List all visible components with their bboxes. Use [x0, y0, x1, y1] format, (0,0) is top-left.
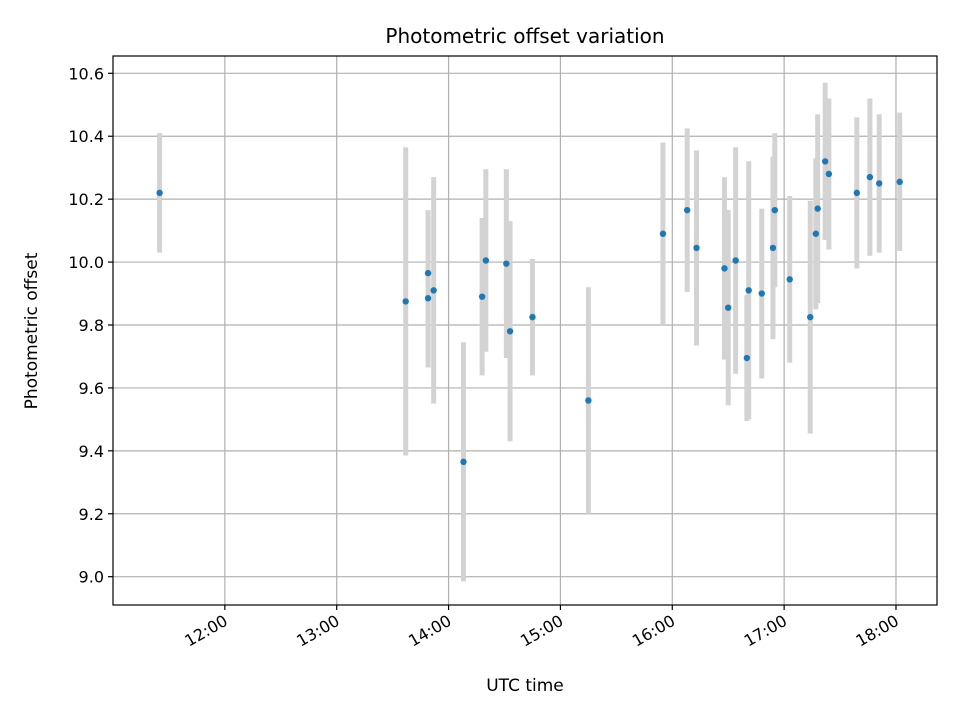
data-point	[659, 230, 667, 237]
data-point	[478, 293, 486, 300]
y-axis-label: Photometric offset	[22, 252, 42, 409]
y-tick-label: 9.8	[79, 316, 104, 335]
data-point	[460, 458, 467, 466]
data-point	[430, 287, 437, 294]
y-tick-label: 10.6	[68, 64, 104, 83]
y-tick-label: 10.2	[68, 190, 104, 209]
y-tick-label: 9.4	[79, 442, 104, 461]
data-point	[758, 290, 765, 297]
data-point	[585, 397, 592, 404]
y-tick-label: 9.6	[79, 379, 104, 398]
data-point	[402, 298, 409, 305]
data-point	[424, 269, 432, 277]
data-points	[156, 158, 903, 466]
y-tick-label: 10.4	[68, 127, 104, 146]
data-point	[156, 189, 163, 197]
data-point	[866, 173, 874, 181]
data-point	[732, 257, 739, 264]
data-point	[745, 287, 752, 294]
data-point	[896, 178, 903, 186]
data-point	[693, 244, 700, 252]
y-axis: 9.0 9.2 9.4 9.6 9.8 10.0 10.2 10.4 10.6	[68, 64, 113, 587]
data-point	[814, 205, 821, 212]
y-tick-label: 9.2	[79, 505, 104, 524]
grid	[113, 56, 937, 605]
y-tick-label: 9.0	[79, 568, 104, 587]
data-point	[825, 170, 833, 178]
plot-area-frame	[112, 55, 938, 606]
data-point	[821, 158, 829, 165]
x-axis-label: UTC time	[486, 676, 564, 696]
data-point	[482, 257, 490, 264]
data-point	[786, 276, 793, 283]
data-point	[853, 189, 861, 197]
data-point	[876, 180, 883, 187]
data-point	[683, 206, 691, 214]
data-point	[807, 313, 814, 321]
y-tick-label: 10.0	[68, 253, 104, 272]
data-point	[506, 328, 514, 335]
data-point	[503, 260, 510, 267]
data-point	[725, 304, 732, 311]
data-point	[721, 265, 728, 272]
data-point	[769, 244, 777, 252]
chart-title: Photometric offset variation	[385, 24, 664, 48]
data-point	[424, 295, 432, 302]
data-point	[812, 230, 820, 237]
data-point	[771, 206, 779, 214]
data-point	[529, 313, 536, 321]
data-point	[743, 354, 751, 362]
